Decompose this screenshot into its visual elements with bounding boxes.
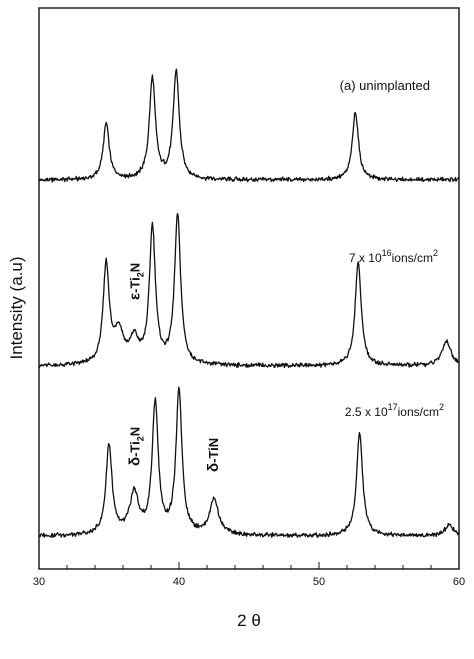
x-axis-ticks: 30 40 50 60 xyxy=(33,562,465,588)
peak-label-2: δ-Ti2N xyxy=(127,427,146,466)
series-trace-2 xyxy=(38,212,460,369)
series-labels: (a) unimplanted 7 x 1016ions/cm2 2.5 x 101… xyxy=(340,78,444,419)
x-axis-title: 2 θ xyxy=(237,611,261,630)
plot-frame xyxy=(38,7,460,570)
series-trace-3 xyxy=(38,386,460,539)
plot-border xyxy=(38,7,460,570)
peak-label-3: δ-TiN xyxy=(205,438,222,472)
series-label-3: 2.5 x 1017ions/cm2 xyxy=(345,402,444,419)
x-tick-label: 60 xyxy=(453,576,465,588)
peak-annotations: ε-Ti2N δ-Ti2N δ-TiN xyxy=(127,263,222,472)
series-trace-1 xyxy=(38,68,460,183)
peak-label-1: ε-Ti2N xyxy=(127,263,146,300)
series-label-1: (a) unimplanted xyxy=(340,78,430,93)
series-label-2: 7 x 1016ions/cm2 xyxy=(349,248,438,265)
traces xyxy=(38,68,460,539)
y-axis-title: Intensity (a.u) xyxy=(7,257,26,360)
x-tick-label: 50 xyxy=(313,576,325,588)
x-tick-label: 30 xyxy=(33,576,45,588)
x-tick-label: 40 xyxy=(173,576,185,588)
